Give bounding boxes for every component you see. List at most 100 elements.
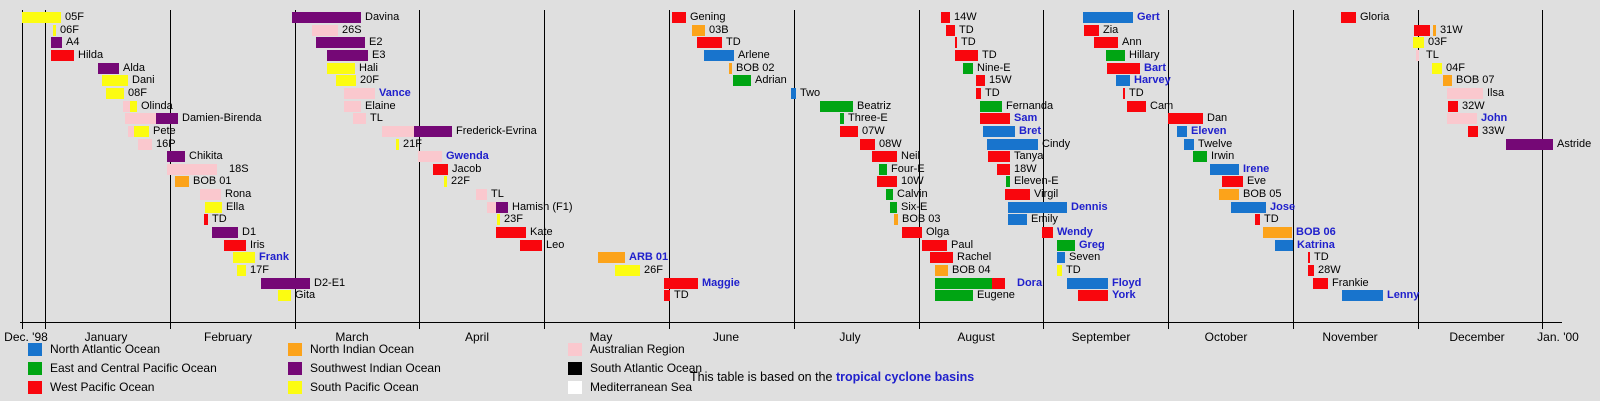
storm-label: 14W (954, 11, 977, 23)
storm-bar (1057, 252, 1065, 264)
storm-label: TD (961, 36, 976, 49)
storm-label[interactable]: Katrina (1297, 238, 1335, 251)
storm-bar (1447, 113, 1477, 125)
storm-bar (1275, 239, 1293, 251)
storm-label: A4 (66, 36, 80, 49)
storm-label[interactable]: Harvey (1134, 74, 1171, 87)
month-label: August (957, 330, 995, 344)
storm-label[interactable]: Bret (1019, 124, 1042, 137)
storm-label[interactable]: Bart (1144, 61, 1167, 74)
storm-bar (1177, 125, 1187, 137)
storm-bar (212, 227, 238, 239)
storm-bar (167, 151, 185, 163)
storm-bar (102, 75, 128, 87)
storm-bar (1006, 176, 1010, 188)
axis-tick (22, 322, 23, 329)
storm-bar (980, 113, 1010, 125)
storm-label[interactable]: Vance (379, 86, 411, 99)
storm-label: 26F (644, 264, 663, 276)
storm-label: Leo (546, 238, 565, 251)
storm-label: Hilda (78, 48, 104, 61)
gridline (22, 10, 23, 322)
storm-bar (496, 201, 508, 213)
storm-bar (997, 163, 1010, 175)
aus-legend-label: Australian Region (590, 342, 685, 356)
storm-label[interactable]: Sam (1014, 112, 1038, 125)
storm-label[interactable]: Lenny (1387, 289, 1420, 302)
storm-label[interactable]: Dennis (1071, 200, 1108, 213)
storm-bar (1341, 12, 1356, 23)
storm-bar (1231, 201, 1266, 213)
gridline (669, 10, 670, 322)
gridline (1293, 10, 1294, 322)
month-label: March (335, 330, 369, 344)
storm-bar (946, 24, 955, 36)
gridline (1542, 10, 1543, 322)
storm-label[interactable]: Gwenda (446, 150, 489, 163)
storm-label[interactable]: John (1481, 112, 1508, 125)
storm-label[interactable]: Dora (1017, 276, 1043, 289)
storm-bar (444, 176, 447, 188)
storm-label[interactable]: Floyd (1112, 276, 1142, 289)
storm-label: Dan (1207, 112, 1228, 125)
storm-bar (980, 100, 1002, 112)
aus-legend-swatch (568, 343, 582, 356)
storm-bar (1448, 100, 1458, 112)
storm-bar (1313, 277, 1328, 289)
axis-line (20, 322, 1562, 323)
storm-bar (1168, 113, 1203, 125)
storm-bar (278, 290, 291, 302)
storm-label[interactable]: Wendy (1057, 226, 1093, 239)
basins-note-link[interactable]: tropical cyclone basins (835, 370, 975, 384)
storm-label[interactable]: York (1112, 289, 1136, 302)
storm-label: Irwin (1211, 150, 1235, 163)
storm-label: TD (959, 23, 974, 36)
storm-bar (134, 125, 149, 137)
storm-label[interactable]: Frank (259, 251, 289, 264)
storm-label[interactable]: Greg (1079, 238, 1105, 251)
gridline (1418, 10, 1419, 322)
storm-bar (497, 214, 500, 226)
storm-bar (955, 37, 957, 49)
storm-bar (233, 252, 255, 264)
storm-label: Gita (295, 289, 316, 302)
storm-label: TL (1426, 48, 1439, 61)
storm-label[interactable]: BOB 06 (1296, 226, 1336, 239)
storm-bar (1057, 265, 1062, 276)
storm-label: Davina (365, 11, 400, 23)
storm-label[interactable]: Gert (1137, 11, 1160, 23)
storm-label: Two (800, 86, 821, 99)
month-label: October (1204, 330, 1248, 344)
nio-legend-swatch (288, 343, 302, 356)
storm-bar (930, 252, 953, 264)
storm-bar (51, 37, 62, 49)
storm-label: 31W (1440, 23, 1463, 36)
storm-label: Chikita (189, 150, 223, 163)
storm-label[interactable]: Eleven (1191, 124, 1227, 137)
gridline (1043, 10, 1044, 322)
storm-label: 23F (504, 213, 523, 226)
storm-label: 03F (1428, 36, 1447, 49)
storm-bar (53, 24, 56, 36)
axis-tick (669, 322, 670, 329)
storm-bar (130, 100, 137, 112)
storm-label[interactable]: Maggie (702, 276, 740, 289)
storm-bar (1106, 49, 1125, 61)
storm-bar (894, 214, 898, 226)
storm-bar (156, 113, 178, 125)
storm-bar (598, 252, 625, 264)
storm-bar (200, 189, 221, 201)
storm-label[interactable]: ARB 01 (629, 251, 669, 264)
storm-bar (1413, 37, 1424, 49)
storm-label: Seven (1069, 251, 1101, 264)
storm-label: Fernanda (1006, 99, 1054, 112)
storm-label: BOB 01 (193, 175, 232, 188)
storm-label[interactable]: Irene (1243, 162, 1270, 175)
storm-bar (1008, 214, 1027, 226)
storm-bar (941, 12, 950, 23)
storm-label: Elaine (365, 99, 396, 112)
storm-label[interactable]: Jose (1270, 200, 1296, 213)
satl-legend-label: South Atlantic Ocean (590, 361, 703, 375)
storm-bar (729, 62, 732, 74)
storm-bar (1342, 290, 1383, 302)
